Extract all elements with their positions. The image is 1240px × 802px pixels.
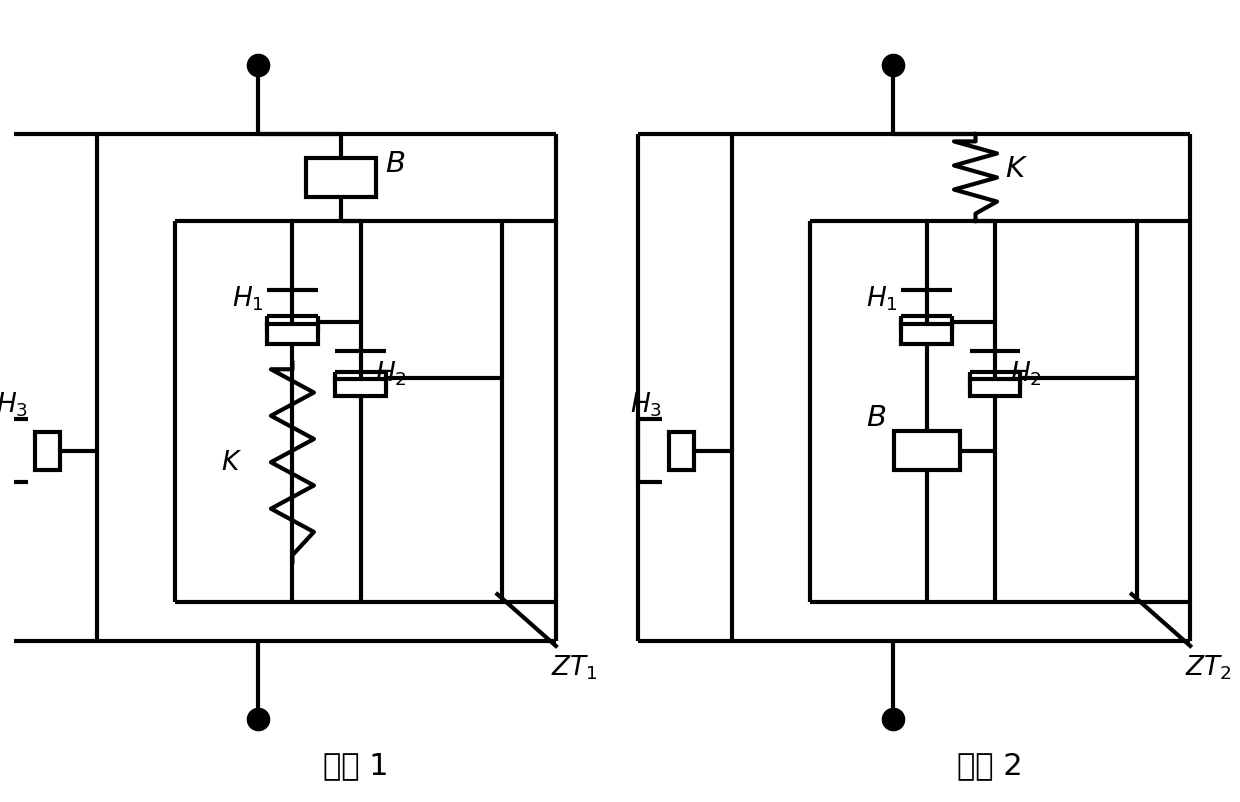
Text: $H_1$: $H_1$ xyxy=(867,284,898,313)
Bar xyxy=(35,432,60,470)
Text: $ZT_1$: $ZT_1$ xyxy=(551,653,598,682)
Text: $ZT_2$: $ZT_2$ xyxy=(1185,653,1233,682)
Bar xyxy=(901,324,952,345)
Text: $H_2$: $H_2$ xyxy=(1009,359,1042,387)
Text: $K$: $K$ xyxy=(1004,155,1028,183)
Bar xyxy=(267,324,317,345)
Text: $B$: $B$ xyxy=(867,403,887,431)
Bar xyxy=(306,159,377,198)
Bar xyxy=(894,431,960,471)
Text: 网络 1: 网络 1 xyxy=(324,751,388,780)
Text: $H_3$: $H_3$ xyxy=(0,391,27,419)
Text: $H_3$: $H_3$ xyxy=(630,391,662,419)
Text: $H_1$: $H_1$ xyxy=(232,284,264,313)
Text: 网络 2: 网络 2 xyxy=(957,751,1023,780)
Text: $B$: $B$ xyxy=(386,150,405,178)
Text: $H_2$: $H_2$ xyxy=(376,359,407,387)
Bar xyxy=(335,379,386,397)
Bar xyxy=(670,432,694,470)
Bar xyxy=(970,379,1021,397)
Text: $K$: $K$ xyxy=(221,450,242,476)
